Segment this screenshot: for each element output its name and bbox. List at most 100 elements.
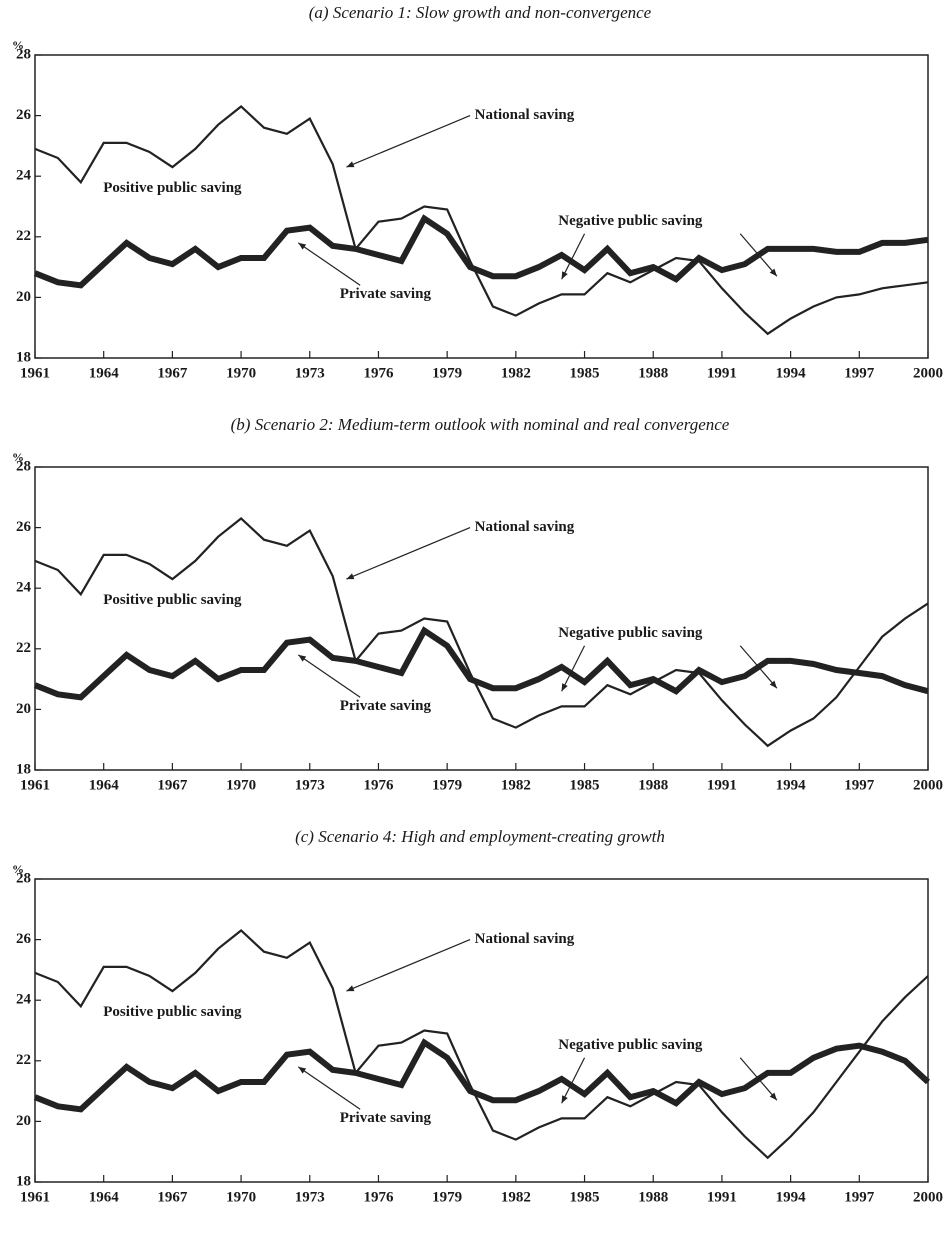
x-tick-label: 1997 <box>844 777 875 793</box>
x-tick-label: 1976 <box>363 1189 394 1205</box>
x-tick-label: 2000 <box>913 1189 943 1205</box>
arrow-head <box>298 654 307 662</box>
annotation-arrow <box>346 115 471 168</box>
series-line <box>34 929 929 1160</box>
x-tick-label: 1961 <box>20 1189 50 1205</box>
y-tick-label: 18 <box>16 349 31 365</box>
y-axis-label: % <box>12 450 24 464</box>
y-tick-label: 26 <box>16 931 32 947</box>
y-tick-label: 24 <box>16 168 32 184</box>
annotation-arrow <box>739 233 778 277</box>
x-tick-label: 1973 <box>295 365 325 381</box>
x-tick-label: 1997 <box>844 365 875 381</box>
annotation: Negative public saving <box>558 213 703 229</box>
x-tick-label: 1970 <box>226 777 256 793</box>
x-tick-label: 1991 <box>707 365 737 381</box>
y-axis-label: % <box>12 38 24 52</box>
chart-title: (b) Scenario 2: Medium-term outlook with… <box>231 415 730 434</box>
x-tick-label: 2000 <box>913 365 943 381</box>
arrow-head <box>561 1095 568 1104</box>
arrow-head <box>346 161 355 168</box>
x-tick-label: 1991 <box>707 777 737 793</box>
annotation: National saving <box>475 931 575 947</box>
arrow-head <box>769 268 777 277</box>
x-tick-label: 1988 <box>638 1189 668 1205</box>
x-tick-label: 1976 <box>363 777 394 793</box>
x-tick-label: 1979 <box>432 1189 462 1205</box>
x-tick-label: 1979 <box>432 777 462 793</box>
y-tick-label: 18 <box>16 761 31 777</box>
x-tick-label: 1967 <box>157 365 188 381</box>
y-tick-label: 24 <box>16 580 32 596</box>
arrow-head <box>561 271 568 280</box>
arrow-head <box>298 242 307 250</box>
arrow-head <box>561 683 568 692</box>
annotation: Positive public saving <box>103 180 242 196</box>
y-tick-label: 20 <box>16 289 31 305</box>
chart-title: (c) Scenario 4: High and employment-crea… <box>295 827 665 846</box>
arrow-head <box>346 573 355 580</box>
annotation: Negative public saving <box>558 625 703 641</box>
annotation: National saving <box>475 107 575 123</box>
y-tick-label: 18 <box>16 1173 31 1189</box>
x-tick-label: 1973 <box>295 777 325 793</box>
y-tick-label: 24 <box>16 992 32 1008</box>
x-tick-label: 1970 <box>226 365 256 381</box>
annotation: Positive public saving <box>103 1004 242 1020</box>
x-tick-label: 1961 <box>20 365 50 381</box>
annotation-arrow <box>346 939 471 992</box>
y-tick-label: 20 <box>16 1113 31 1129</box>
x-tick-label: 2000 <box>913 777 943 793</box>
y-tick-label: 22 <box>16 1052 31 1068</box>
x-tick-label: 1988 <box>638 777 668 793</box>
annotation-arrow <box>346 527 471 580</box>
plot-frame <box>34 466 929 771</box>
x-tick-label: 1991 <box>707 1189 737 1205</box>
x-tick-label: 1967 <box>157 777 188 793</box>
x-tick-label: 1964 <box>89 365 120 381</box>
x-tick-label: 1985 <box>570 365 600 381</box>
x-tick-label: 1985 <box>570 777 600 793</box>
annotation-arrow <box>297 1066 361 1110</box>
plot-frame <box>34 878 929 1183</box>
x-tick-label: 1982 <box>501 777 531 793</box>
x-tick-label: 1979 <box>432 365 462 381</box>
y-tick-label: 26 <box>16 519 32 535</box>
series-line <box>33 214 929 289</box>
plot-frame <box>34 54 929 359</box>
x-tick-label: 1982 <box>501 365 531 381</box>
series-line <box>33 1038 931 1113</box>
panel: (b) Scenario 2: Medium-term outlook with… <box>12 415 943 794</box>
arrow-head <box>298 1066 307 1074</box>
x-tick-label: 1994 <box>776 365 807 381</box>
x-tick-label: 1997 <box>844 1189 875 1205</box>
arrow-head <box>769 1092 777 1101</box>
x-tick-label: 1973 <box>295 1189 325 1205</box>
arrow-head <box>346 985 355 992</box>
annotation: National saving <box>475 519 575 535</box>
annotation-arrow <box>561 1057 586 1104</box>
x-tick-label: 1964 <box>89 1189 120 1205</box>
annotation-arrow <box>561 233 586 280</box>
series-line <box>33 626 929 701</box>
panel: (a) Scenario 1: Slow growth and non-conv… <box>12 3 943 382</box>
x-tick-label: 1976 <box>363 365 394 381</box>
annotation-arrow <box>561 645 586 692</box>
annotation: Private saving <box>340 286 432 302</box>
y-tick-label: 28 <box>16 458 31 474</box>
x-tick-label: 1970 <box>226 1189 256 1205</box>
y-tick-label: 28 <box>16 870 31 886</box>
y-tick-label: 22 <box>16 228 31 244</box>
x-tick-label: 1994 <box>776 777 807 793</box>
x-tick-label: 1964 <box>89 777 120 793</box>
annotation-arrow <box>739 1057 778 1101</box>
y-axis-label: % <box>12 862 24 876</box>
x-tick-label: 1967 <box>157 1189 188 1205</box>
annotation: Positive public saving <box>103 592 242 608</box>
x-tick-label: 1982 <box>501 1189 531 1205</box>
arrow-head <box>769 680 777 689</box>
annotation: Private saving <box>340 698 432 714</box>
y-tick-label: 26 <box>16 107 32 123</box>
y-tick-label: 28 <box>16 46 31 62</box>
